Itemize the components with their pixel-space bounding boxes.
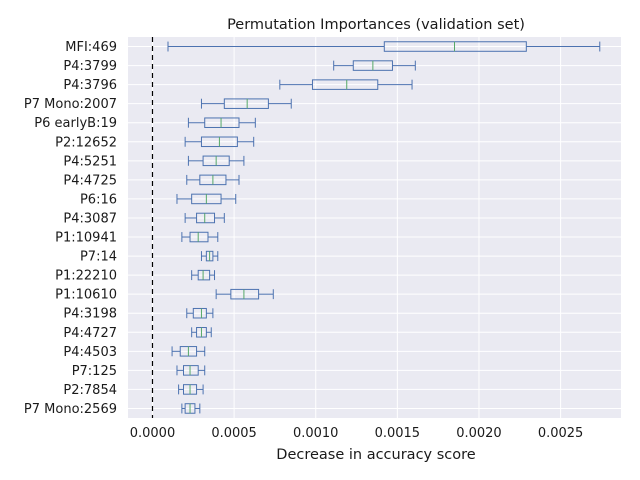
y-tick-label: MFI:469: [65, 40, 117, 55]
y-tick-label: P2:7854: [63, 383, 117, 398]
boxplot-p4-3796: [279, 79, 413, 90]
y-tick-label: P4:4725: [63, 173, 117, 188]
boxplot-p4-3799: [333, 60, 416, 71]
y-tick-label: P4:5251: [63, 154, 117, 169]
iqr-box: [197, 269, 211, 281]
boxplot-p1-22210: [191, 269, 216, 281]
iqr-box: [196, 212, 216, 224]
x-tick-label: 0.0010: [293, 426, 339, 441]
boxplot-p7-mono-2007: [200, 98, 292, 109]
boxplot-p4-3087: [184, 212, 225, 224]
x-tick-label: 0.0000: [130, 426, 176, 441]
y-tick-label: P4:3198: [63, 307, 117, 322]
plot-area: [128, 37, 621, 418]
boxplot-p6-earlyb-19: [187, 117, 256, 128]
iqr-box: [311, 79, 379, 90]
iqr-box: [192, 307, 207, 319]
boxplot-mfi-469: [167, 41, 601, 52]
y-tick-label: P6:16: [80, 192, 117, 207]
y-tick-label: P4:3796: [63, 78, 117, 93]
y-tick-label: P1:10610: [55, 288, 117, 303]
chart-title: Permutation Importances (validation set): [227, 17, 525, 33]
boxplot-p2-12652: [184, 136, 255, 148]
boxplot-p4-4725: [186, 174, 240, 186]
x-tick-label: 0.0025: [538, 426, 584, 441]
y-tick-label: P4:3799: [63, 59, 117, 74]
boxplot-p7-125: [176, 365, 206, 376]
y-tick-label: P7 Mono:2007: [24, 97, 117, 112]
boxplot-p4-3198: [186, 307, 214, 319]
x-axis-label: Decrease in accuracy score: [276, 447, 475, 463]
boxplot-p1-10941: [181, 231, 219, 243]
y-tick-label: P7:125: [72, 364, 117, 379]
x-tick-label: 0.0020: [456, 426, 502, 441]
x-tick-labels: 0.0000 0.0005 0.0010 0.0015 0.0020 0.0025: [130, 426, 584, 441]
y-tick-label: P1:22210: [55, 269, 117, 284]
y-tick-label: P2:12652: [55, 135, 117, 150]
grid-lines: [128, 37, 621, 418]
boxplot-p1-10610: [215, 288, 274, 300]
y-tick-labels: MFI:469 P4:3799 P4:3796 P7 Mono:2007 P6 earl…: [24, 40, 117, 417]
x-tick-label: 0.0015: [375, 426, 421, 441]
x-tick-label: 0.0005: [211, 426, 257, 441]
boxplots: [167, 41, 601, 414]
iqr-box: [189, 231, 209, 243]
iqr-box: [183, 365, 199, 376]
boxplot-p4-5251: [187, 155, 245, 167]
y-tick-label: P6 earlyB:19: [34, 116, 117, 131]
y-tick-label: P1:10941: [55, 231, 117, 246]
y-tick-label: P4:3087: [63, 211, 117, 226]
y-tick-label: P7:14: [80, 250, 117, 265]
iqr-box: [204, 117, 240, 128]
y-tick-label: P7 Mono:2569: [24, 402, 117, 417]
iqr-box: [383, 41, 527, 52]
boxplot-p4-4503: [171, 346, 206, 357]
boxplot-p6-16: [176, 193, 237, 205]
y-tick-label: P4:4727: [63, 326, 117, 341]
boxplot-p2-7854: [178, 384, 204, 395]
boxplot-p7-mono-2569: [181, 403, 201, 414]
iqr-box: [223, 98, 269, 109]
iqr-box: [230, 288, 260, 300]
boxplot-p4-4727: [191, 327, 212, 338]
y-tick-label: P4:4503: [63, 345, 117, 360]
boxplot-p7-14: [200, 250, 219, 262]
